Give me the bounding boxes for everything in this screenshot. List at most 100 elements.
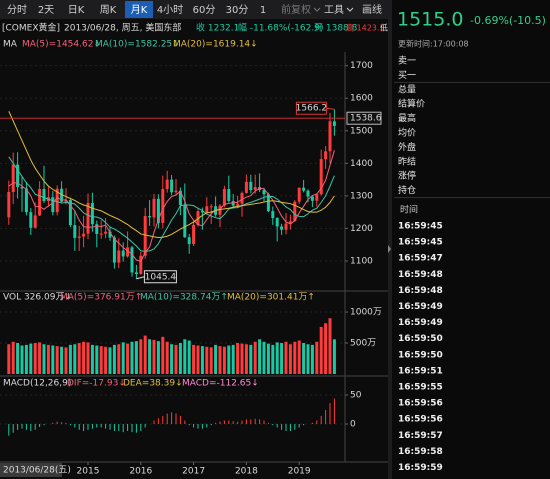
quote-field: 涨停 — [398, 170, 416, 182]
symbol: [COMEX黄金] — [2, 22, 60, 34]
tick-time: 16:59:45 — [398, 222, 443, 232]
candle-body — [156, 198, 160, 223]
tick-time: 16:59:48 — [398, 270, 443, 280]
candle-body — [16, 164, 20, 188]
tick-time: 16:59:49 — [398, 302, 443, 312]
close: 收 1232.1 — [196, 22, 239, 34]
volume-bar — [165, 341, 169, 374]
tick-time: 16:59:47 — [398, 254, 443, 264]
candle-body — [165, 179, 169, 190]
candle-body — [11, 164, 15, 192]
last-price-label: 1538.6 — [350, 114, 382, 124]
volume-bar — [121, 342, 125, 374]
date-box — [0, 463, 62, 477]
candle-body — [20, 187, 24, 189]
volume-bar — [108, 347, 112, 374]
quote-field: 外盘 — [398, 141, 416, 153]
ma-legend: MA(20)=1619.14↓ — [173, 40, 258, 50]
volume-bar — [82, 341, 86, 374]
tab[interactable]: 日K — [68, 5, 85, 16]
volume-bar — [33, 343, 37, 374]
tab[interactable]: 分时 — [7, 4, 27, 16]
volume-bar — [222, 346, 226, 374]
candle-body — [302, 187, 306, 191]
volume-bar — [130, 341, 134, 374]
low-box — [143, 270, 177, 284]
candle-body — [86, 203, 90, 234]
volume-bar — [231, 344, 235, 374]
y-tick-label: 1600 — [350, 94, 373, 104]
tab[interactable]: 60分 — [193, 4, 216, 16]
quote-field: 买一 — [398, 70, 416, 81]
candle-body — [306, 190, 310, 197]
time-header: 时间 — [400, 204, 418, 216]
candle-body — [222, 189, 226, 206]
tick-time: 16:59:50 — [398, 334, 443, 344]
macd-legend: MACD=-112.65↓ — [182, 379, 259, 389]
volume-bar — [73, 344, 77, 374]
candle-body — [227, 189, 231, 202]
splitter-arrow[interactable] — [388, 245, 391, 253]
volume-bar — [275, 342, 279, 374]
volume-bar — [7, 344, 11, 374]
low-label: 1045.4 — [145, 272, 177, 282]
quote-field: 最高 — [398, 112, 416, 124]
y-tick-label: 1500 — [350, 126, 373, 136]
tab[interactable]: 工具 — [324, 4, 344, 16]
tab[interactable]: 30分 — [226, 4, 249, 16]
tab[interactable]: 画线 — [362, 3, 382, 16]
tab[interactable]: 周K — [100, 4, 117, 16]
candle-body — [60, 188, 64, 202]
candle-body — [51, 197, 55, 213]
low: 低 — [380, 23, 388, 33]
volume-bar — [178, 343, 182, 374]
candle-body — [139, 255, 143, 275]
volume-bar — [240, 343, 244, 374]
splitter[interactable] — [388, 0, 392, 479]
candle-body — [134, 272, 138, 275]
vol-legend: MA(10)=328.74万↑ — [140, 293, 228, 303]
update-time: 更新时间:17:00:08 — [398, 39, 469, 49]
volume-bar — [117, 344, 121, 374]
volume-bar — [46, 344, 50, 374]
ma-line — [8, 150, 335, 262]
volume-bar — [11, 341, 15, 374]
volume-bar — [55, 346, 59, 374]
volume-bar — [328, 318, 332, 374]
tab[interactable]: 2天 — [38, 5, 54, 16]
candle-body — [324, 151, 328, 160]
candle-body — [209, 206, 213, 208]
volume-bar — [174, 344, 178, 374]
quote-field: 持仓 — [398, 184, 416, 196]
vol-legend: MA(20)=301.41万↑ — [227, 293, 315, 303]
candle-body — [90, 203, 94, 225]
candle-body — [104, 231, 108, 234]
candle-body — [249, 181, 253, 191]
volume-bar — [99, 346, 103, 374]
candle-body — [319, 159, 323, 195]
tab-active[interactable]: 月K — [131, 4, 148, 16]
candle-body — [200, 211, 204, 213]
quote-panel — [392, 0, 550, 479]
y-tick-label: 0 — [350, 420, 356, 430]
volume-bar — [170, 344, 174, 374]
tab[interactable]: 1 — [260, 5, 266, 16]
y-tick-label: 1300 — [350, 191, 373, 201]
ma-legend: MA(10)=1582.25↓ — [95, 40, 180, 50]
candle-body — [148, 216, 152, 218]
tick-time: 16:59:57 — [398, 431, 443, 441]
candle-body — [284, 223, 288, 230]
ma-line — [8, 156, 335, 252]
quote-field: 结算价 — [398, 98, 425, 110]
volume-bar — [42, 344, 46, 374]
volume-bar — [196, 345, 200, 374]
candle-body — [33, 215, 37, 228]
tab[interactable]: 4小时 — [157, 4, 183, 16]
tick-time: 16:59:50 — [398, 350, 443, 360]
candle-body — [315, 194, 319, 201]
candle-body — [205, 206, 209, 213]
volume-bar — [324, 323, 328, 374]
price-change: -0.69%(-10.5) — [470, 14, 546, 27]
dropdown-arrow — [313, 7, 321, 12]
volume-bar — [310, 344, 314, 374]
